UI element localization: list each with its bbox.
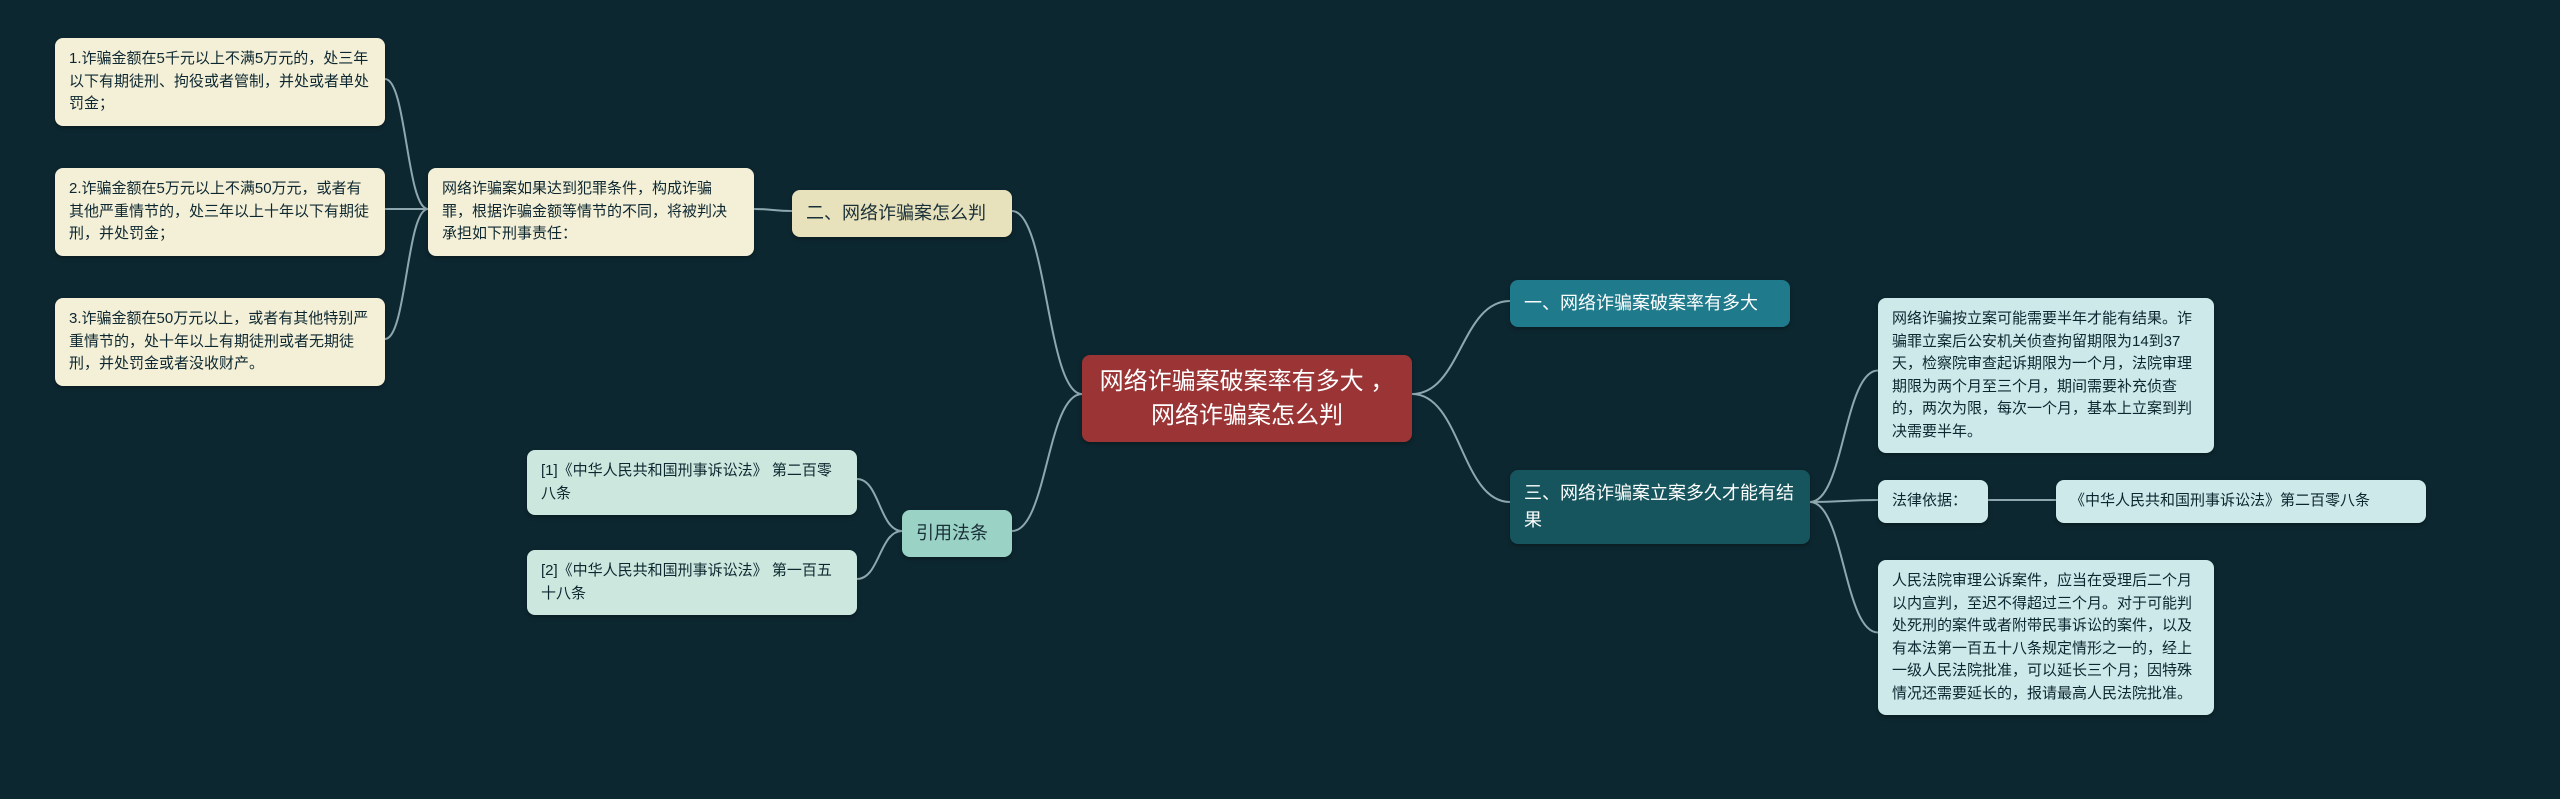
leaf-l1-0-1-text: 2.诈骗金额在5万元以上不满50万元，或者有其他严重情节的，处三年以上十年以下有… — [69, 180, 369, 242]
leaf-l1-0-2-text: 3.诈骗金额在50万元以上，或者有其他特别严重情节的，处十年以上有期徒刑或者无期… — [69, 310, 368, 372]
leaf-l2-0-text: [1]《中华人民共和国刑事诉讼法》 第二百零八条 — [541, 462, 832, 502]
leaf-r2-2: 人民法院审理公诉案件，应当在受理后二个月以内宣判，至迟不得超过三个月。对于可能判… — [1878, 560, 2214, 715]
branch-left-2: 引用法条 — [902, 510, 1012, 557]
leaf-l1-0-0: 1.诈骗金额在5千元以上不满5万元的，处三年以下有期徒刑、拘役或者管制，并处或者… — [55, 38, 385, 126]
branch-left-1: 二、网络诈骗案怎么判 — [792, 190, 1012, 237]
branch-right-2: 三、网络诈骗案立案多久才能有结果 — [1510, 470, 1810, 544]
leaf-l1-0-text: 网络诈骗案如果达到犯罪条件，构成诈骗罪，根据诈骗金额等情节的不同，将被判决承担如… — [442, 180, 727, 242]
leaf-r2-1-text: 法律依据： — [1892, 492, 1967, 509]
leaf-r2-0: 网络诈骗按立案可能需要半年才能有结果。诈骗罪立案后公安机关侦查拘留期限为14到3… — [1878, 298, 2214, 453]
leaf-l1-0-1: 2.诈骗金额在5万元以上不满50万元，或者有其他严重情节的，处三年以上十年以下有… — [55, 168, 385, 256]
leaf-r2-1: 法律依据： — [1878, 480, 1988, 523]
leaf-r2-2-text: 人民法院审理公诉案件，应当在受理后二个月以内宣判，至迟不得超过三个月。对于可能判… — [1892, 572, 2192, 702]
branch-left-1-text: 二、网络诈骗案怎么判 — [806, 203, 986, 223]
leaf-l2-1: [2]《中华人民共和国刑事诉讼法》 第一百五十八条 — [527, 550, 857, 615]
root-text: 网络诈骗案破案率有多大 ，网络诈骗案怎么判 — [1100, 368, 1395, 429]
leaf-r2-1-0: 《中华人民共和国刑事诉讼法》第二百零八条 — [2056, 480, 2426, 523]
leaf-r2-1-0-text: 《中华人民共和国刑事诉讼法》第二百零八条 — [2070, 492, 2370, 509]
branch-right-2-text: 三、网络诈骗案立案多久才能有结果 — [1524, 483, 1794, 530]
leaf-l1-0-2: 3.诈骗金额在50万元以上，或者有其他特别严重情节的，处十年以上有期徒刑或者无期… — [55, 298, 385, 386]
leaf-l2-1-text: [2]《中华人民共和国刑事诉讼法》 第一百五十八条 — [541, 562, 832, 602]
root-node: 网络诈骗案破案率有多大 ，网络诈骗案怎么判 — [1082, 355, 1412, 442]
leaf-l2-0: [1]《中华人民共和国刑事诉讼法》 第二百零八条 — [527, 450, 857, 515]
leaf-r2-0-text: 网络诈骗按立案可能需要半年才能有结果。诈骗罪立案后公安机关侦查拘留期限为14到3… — [1892, 310, 2192, 440]
branch-right-1-text: 一、网络诈骗案破案率有多大 — [1524, 293, 1758, 313]
leaf-l1-0: 网络诈骗案如果达到犯罪条件，构成诈骗罪，根据诈骗金额等情节的不同，将被判决承担如… — [428, 168, 754, 256]
leaf-l1-0-0-text: 1.诈骗金额在5千元以上不满5万元的，处三年以下有期徒刑、拘役或者管制，并处或者… — [69, 50, 369, 112]
branch-left-2-text: 引用法条 — [916, 523, 988, 543]
branch-right-1: 一、网络诈骗案破案率有多大 — [1510, 280, 1790, 327]
